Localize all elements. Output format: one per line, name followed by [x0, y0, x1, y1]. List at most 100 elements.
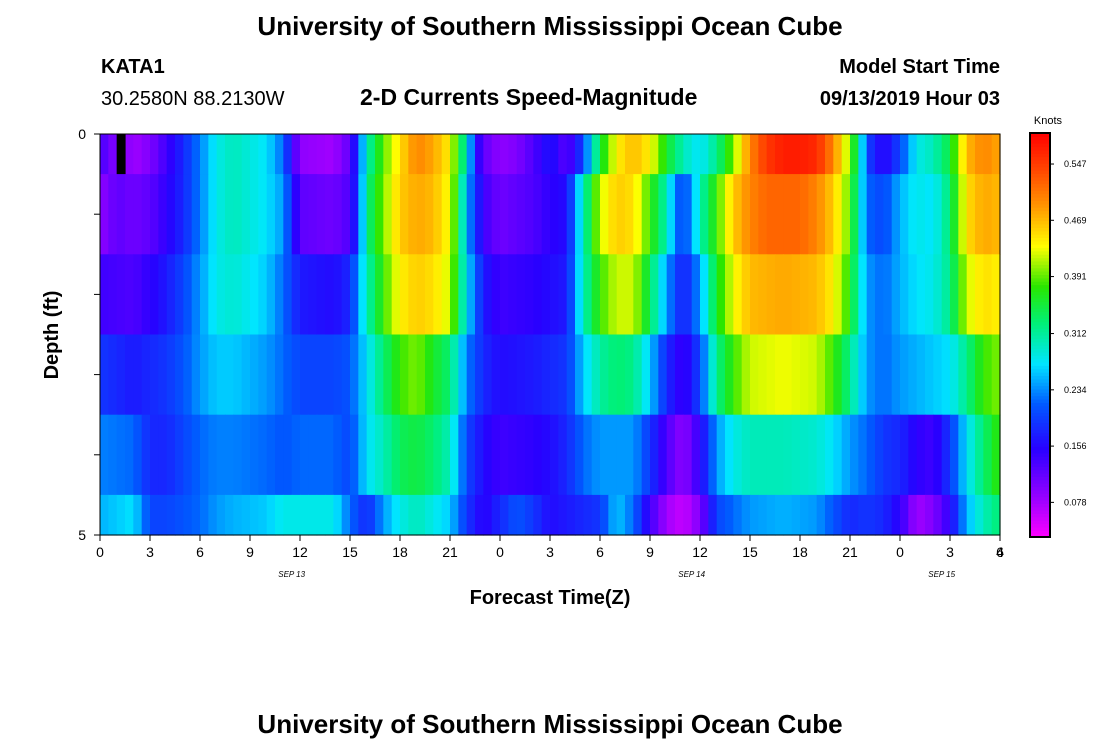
heatmap-cell [808, 174, 818, 255]
heatmap-cell [266, 334, 276, 416]
heatmap-cell [383, 254, 393, 336]
heatmap-cell [933, 134, 943, 175]
heatmap-cell [458, 494, 468, 536]
x-tick-label: 3 [946, 544, 954, 560]
heatmap-cell [283, 334, 293, 416]
colorbar-segment [1030, 496, 1050, 501]
heatmap-cell [891, 254, 901, 336]
heatmap-cell [733, 254, 743, 336]
heatmap-cell [608, 494, 618, 536]
heatmap-cell [658, 254, 668, 336]
heatmap-cell [175, 174, 184, 255]
plot-title: 2-D Currents Speed-Magnitude [360, 84, 698, 110]
heatmap-cell [391, 494, 401, 536]
heatmap-cell [950, 254, 959, 336]
heatmap-cell [666, 414, 676, 496]
heatmap-cell [991, 254, 1001, 336]
heatmap-cell [100, 134, 109, 175]
heatmap-cell [816, 334, 826, 416]
heatmap-cell [883, 174, 893, 255]
colorbar-segment [1030, 358, 1050, 363]
heatmap-cell [966, 134, 976, 175]
colorbar: 0.547 0.469 0.391 0.312 0.234 0.156 0.078 [1029, 132, 1087, 538]
heatmap-cell [750, 174, 759, 255]
heatmap-cell [908, 494, 918, 536]
heatmap-cell [250, 254, 259, 336]
heatmap-cell [800, 414, 809, 496]
heatmap-cell [700, 494, 709, 536]
colorbar-segment [1030, 462, 1050, 467]
heatmap-cell [108, 134, 118, 175]
heatmap-cell [250, 134, 259, 175]
colorbar-segment [1030, 348, 1050, 353]
heatmap-cell [900, 134, 909, 175]
heatmap-cell [325, 134, 334, 175]
colorbar-segment [1030, 425, 1050, 430]
heatmap-cell [900, 174, 909, 255]
heatmap-cell [541, 134, 551, 175]
heatmap-cell [950, 174, 959, 255]
heatmap-cell [575, 254, 584, 336]
heatmap-cell [491, 174, 501, 255]
heatmap-cell [491, 134, 501, 175]
heatmap-cell [708, 494, 718, 536]
colorbar-segment [1030, 271, 1050, 275]
heatmap-cell [150, 134, 159, 175]
heatmap-cell [241, 174, 251, 255]
heatmap-cell [516, 494, 526, 536]
x-tick-label: 15 [742, 544, 758, 560]
colorbar-segment [1030, 254, 1050, 259]
heatmap-cell [891, 414, 901, 496]
heatmap-cell [458, 174, 468, 255]
heatmap-cell [425, 174, 434, 255]
heatmap-cell [675, 174, 684, 255]
heatmap-cell [975, 494, 984, 536]
heatmap-cell [200, 414, 209, 496]
colorbar-segment [1030, 217, 1050, 222]
y-tick-label: 0 [78, 126, 86, 142]
heatmap-cell [608, 254, 618, 336]
colorbar-segment [1030, 240, 1050, 245]
heatmap-cell [233, 134, 243, 175]
heatmap-cell [908, 134, 918, 175]
heatmap-cell [591, 494, 601, 536]
heatmap-cell [233, 334, 243, 416]
heatmap-cell [200, 494, 209, 536]
heatmap-cell [583, 414, 593, 496]
heatmap-cell [941, 254, 951, 336]
heatmap [100, 134, 1001, 536]
heatmap-cell [466, 494, 476, 536]
heatmap-cell [175, 134, 184, 175]
heatmap-cell [941, 174, 951, 255]
colorbar-segment [1030, 398, 1050, 403]
heatmap-cell [708, 134, 718, 175]
heatmap-cell [625, 334, 634, 416]
heatmap-cell [583, 494, 593, 536]
heatmap-cell [725, 254, 734, 336]
heatmap-cell [458, 414, 468, 496]
heatmap-cell [566, 254, 576, 336]
heatmap-cell [400, 134, 409, 175]
heatmap-cell [116, 334, 126, 416]
heatmap-cell [166, 174, 176, 255]
heatmap-cell [108, 334, 118, 416]
heatmap-cell [183, 134, 193, 175]
heatmap-cell [275, 134, 284, 175]
heatmap-cell [283, 134, 293, 175]
heatmap-cell [391, 254, 401, 336]
heatmap-cell [316, 494, 326, 536]
heatmap-cell [758, 334, 768, 416]
heatmap-cell [933, 414, 943, 496]
heatmap-cell [900, 494, 909, 536]
heatmap-cell [175, 254, 184, 336]
heatmap-cell [658, 494, 668, 536]
heatmap-cell [975, 174, 984, 255]
heatmap-cell [225, 254, 234, 336]
heatmap-cell [208, 334, 218, 416]
heatmap-cell [850, 134, 859, 175]
heatmap-cell [233, 414, 243, 496]
heatmap-cell [700, 414, 709, 496]
colorbar-segment [1030, 499, 1050, 504]
heatmap-cell [766, 494, 776, 536]
